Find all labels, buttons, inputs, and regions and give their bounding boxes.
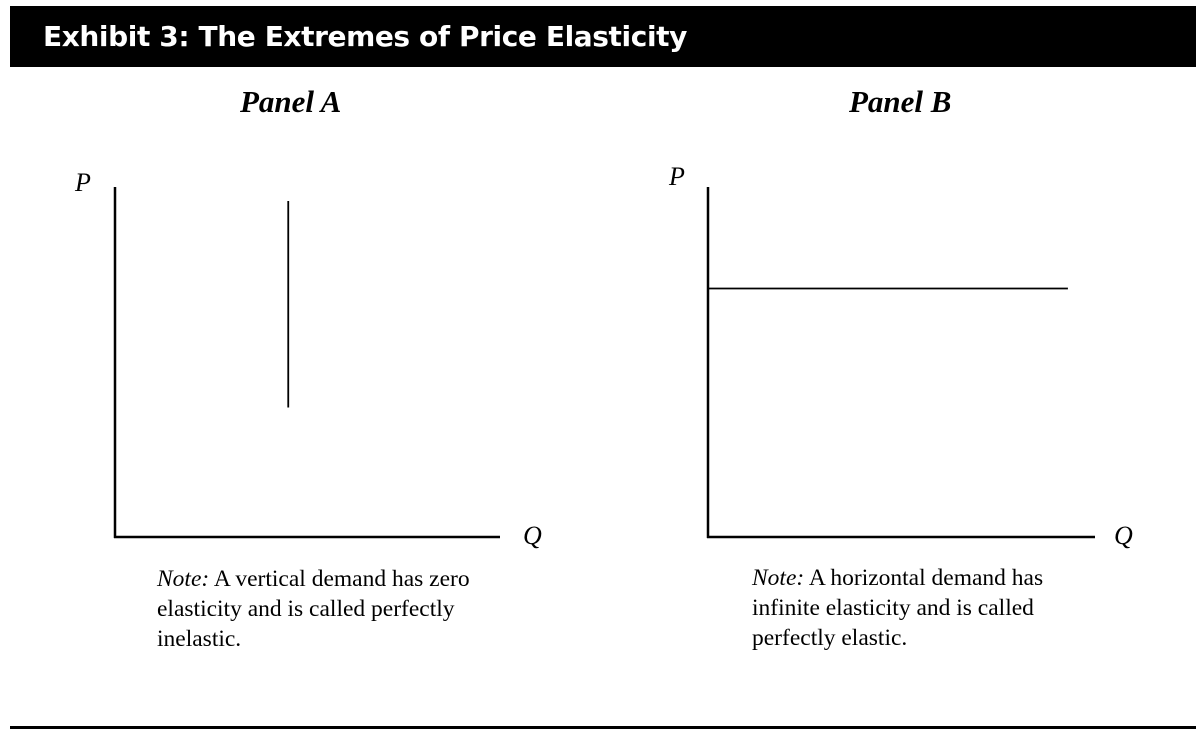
panel-a-note-text: A vertical demand has zero elasticity an… [157,566,470,652]
panel-b-x-axis-label: Q [1114,521,1133,550]
footer-rule [10,726,1196,729]
exhibit-title: Exhibit 3: The Extremes of Price Elastic… [43,20,687,53]
panel-a-note-lead: Note: [157,566,210,592]
panel-a-title: Panel A [240,84,342,119]
panel-b-y-axis-label: P [669,162,685,191]
header-bar: Exhibit 3: The Extremes of Price Elastic… [10,6,1196,67]
panel-a-y-axis-label: P [75,168,91,197]
panel-b-note-text: A horizontal demand has infinite elastic… [752,565,1044,651]
panel-a-x-axis-label: Q [523,521,542,550]
panel-b-note-lead: Note: [752,565,805,591]
panel-b-note: Note: A horizontal demand has infinite e… [752,563,1082,653]
panel-a-note: Note: A vertical demand has zero elastic… [157,564,487,654]
panel-b-title: Panel B [849,84,952,119]
